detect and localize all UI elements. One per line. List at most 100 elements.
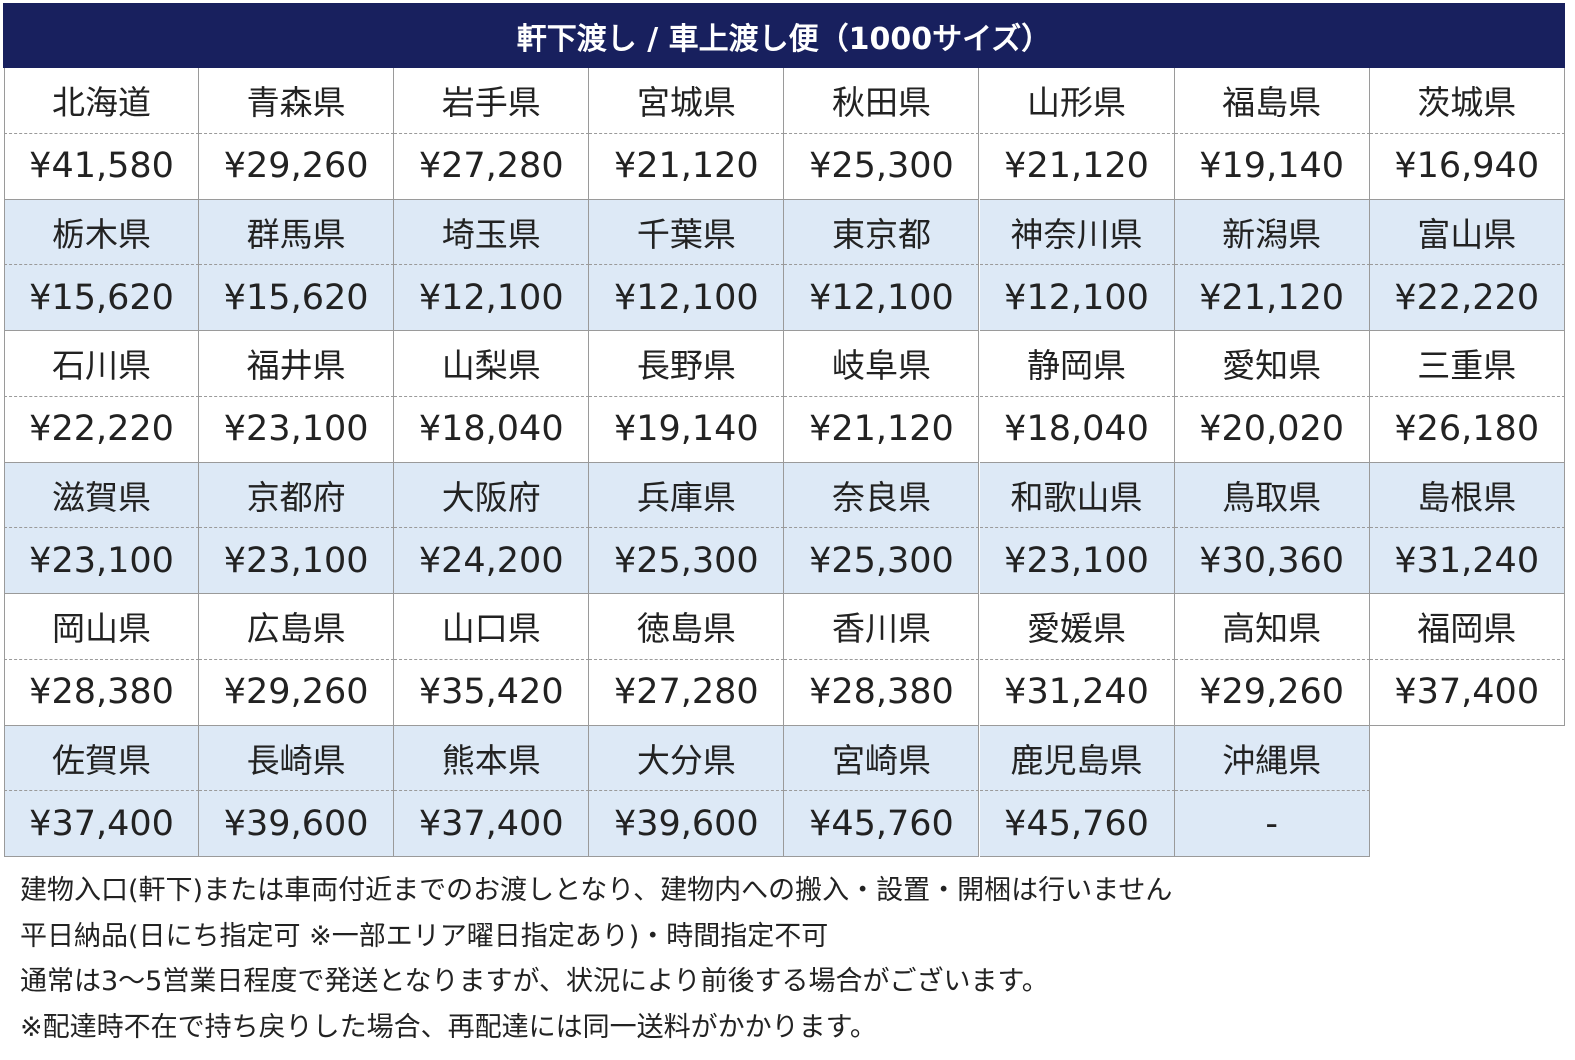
shipping-price: ¥12,100 [394, 265, 590, 331]
prefecture-name: 青森県 [199, 68, 395, 134]
shipping-price: ¥16,940 [1369, 133, 1565, 200]
prefecture-name: 福島県 [1174, 68, 1370, 134]
shipping-price: ¥27,280 [394, 133, 590, 200]
shipping-price: ¥21,120 [589, 133, 785, 200]
shipping-price: ¥29,260 [1174, 659, 1370, 726]
shipping-price: ¥25,300 [784, 133, 980, 200]
prefecture-name: 三重県 [1369, 331, 1565, 397]
prefecture-name: 熊本県 [394, 725, 590, 792]
shipping-price: ¥31,240 [979, 659, 1175, 726]
prefecture-name: 山梨県 [394, 331, 590, 397]
prefecture-name: 北海道 [4, 68, 200, 134]
note-line: 平日納品(日にち指定可 ※一部エリア曜日指定あり)・時間指定不可 [20, 920, 829, 952]
shipping-price: ¥21,120 [784, 396, 980, 463]
prefecture-name: 福井県 [199, 331, 395, 397]
prefecture-name: 京都府 [199, 462, 395, 529]
shipping-price: ¥19,140 [1174, 133, 1370, 200]
prefecture-name: 岩手県 [394, 68, 590, 134]
prefecture-name: 沖縄県 [1174, 725, 1370, 792]
note-line: ※配達時不在で持ち戻りした場合、再配達には同一送料がかかります。 [20, 1011, 877, 1043]
prefecture-name: 千葉県 [589, 199, 785, 266]
shipping-price: ¥30,360 [1174, 528, 1370, 594]
shipping-price: ¥39,600 [199, 791, 395, 857]
prefecture-name: 宮城県 [589, 68, 785, 134]
prefecture-name: 岐阜県 [784, 331, 980, 397]
shipping-price: ¥27,280 [589, 659, 785, 726]
shipping-price: ¥29,260 [199, 659, 395, 726]
prefecture-name: 宮崎県 [784, 725, 980, 792]
shipping-price: ¥37,400 [1369, 659, 1565, 726]
shipping-price: ¥35,420 [394, 659, 590, 726]
note-line: 通常は3～5営業日程度で発送となりますが、状況により前後する場合がございます。 [20, 966, 1049, 997]
prefecture-name: 愛知県 [1174, 331, 1370, 397]
note-line: 建物入口(軒下)または車両付近までのお渡しとなり、建物内への搬入・設置・開梱は行… [20, 875, 1173, 906]
shipping-price: ¥26,180 [1369, 396, 1565, 463]
prefecture-name: 福岡県 [1369, 594, 1565, 660]
prefecture-name: 愛媛県 [979, 594, 1175, 660]
shipping-price: ¥12,100 [784, 265, 980, 331]
prefecture-name: 秋田県 [784, 68, 980, 134]
shipping-price: ¥39,600 [589, 791, 785, 857]
shipping-price: ¥28,380 [784, 659, 980, 726]
shipping-price: ¥31,240 [1369, 528, 1565, 594]
shipping-price: ¥12,100 [589, 265, 785, 331]
shipping-price: ¥37,400 [394, 791, 590, 857]
shipping-price: ¥21,120 [1174, 265, 1370, 331]
prefecture-name: 山口県 [394, 594, 590, 660]
prefecture-name: 鹿児島県 [979, 725, 1175, 792]
prefecture-name: 大分県 [589, 725, 785, 792]
prefecture-name: 鳥取県 [1174, 462, 1370, 529]
prefecture-name: 栃木県 [4, 199, 200, 266]
prefecture-name: 富山県 [1369, 199, 1565, 266]
shipping-price: ¥19,140 [589, 396, 785, 463]
prefecture-name: 長崎県 [199, 725, 395, 792]
shipping-price: ¥25,300 [589, 528, 785, 594]
prefecture-name: 香川県 [784, 594, 980, 660]
shipping-price: ¥24,200 [394, 528, 590, 594]
prefecture-name: 茨城県 [1369, 68, 1565, 134]
shipping-price: ¥12,100 [979, 265, 1175, 331]
shipping-price: ¥25,300 [784, 528, 980, 594]
prefecture-name: 岡山県 [4, 594, 200, 660]
shipping-price: ¥37,400 [4, 791, 200, 857]
prefecture-name: 兵庫県 [589, 462, 785, 529]
shipping-price: ¥23,100 [199, 396, 395, 463]
shipping-price: ¥15,620 [4, 265, 200, 331]
shipping-price: ¥15,620 [199, 265, 395, 331]
prefecture-name: 群馬県 [199, 199, 395, 266]
table-title: 軒下渡し / 車上渡し便（1000サイズ） [3, 3, 1565, 68]
prefecture-name: 滋賀県 [4, 462, 200, 529]
prefecture-name: 山形県 [979, 68, 1175, 134]
shipping-price: ¥45,760 [979, 791, 1175, 857]
shipping-price: ¥22,220 [1369, 265, 1565, 331]
shipping-price: ¥21,120 [979, 133, 1175, 200]
prefecture-name: 奈良県 [784, 462, 980, 529]
shipping-price: ¥45,760 [784, 791, 980, 857]
prefecture-name: 徳島県 [589, 594, 785, 660]
shipping-price: ¥29,260 [199, 133, 395, 200]
shipping-price: ¥28,380 [4, 659, 200, 726]
prefecture-name: 高知県 [1174, 594, 1370, 660]
prefecture-name: 広島県 [199, 594, 395, 660]
prefecture-name: 佐賀県 [4, 725, 200, 792]
shipping-price: ¥23,100 [199, 528, 395, 594]
prefecture-name: 新潟県 [1174, 199, 1370, 266]
shipping-price: ¥18,040 [979, 396, 1175, 463]
prefecture-name: 石川県 [4, 331, 200, 397]
prefecture-name: 神奈川県 [979, 199, 1175, 266]
prefecture-name: 和歌山県 [979, 462, 1175, 529]
notes: 建物入口(軒下)または車両付近までのお渡しとなり、建物内への搬入・設置・開梱は行… [20, 868, 1172, 1050]
prefecture-name: 島根県 [1369, 462, 1565, 529]
shipping-price: ¥22,220 [4, 396, 200, 463]
prefecture-name: 埼玉県 [394, 199, 590, 266]
prefecture-name: 大阪府 [394, 462, 590, 529]
shipping-price: ¥23,100 [4, 528, 200, 594]
shipping-price: - [1174, 791, 1370, 857]
shipping-price: ¥23,100 [979, 528, 1175, 594]
prefecture-name: 長野県 [589, 331, 785, 397]
prefecture-name: 静岡県 [979, 331, 1175, 397]
shipping-price: ¥20,020 [1174, 396, 1370, 463]
prefecture-name: 東京都 [784, 199, 980, 266]
shipping-price: ¥41,580 [4, 133, 200, 200]
